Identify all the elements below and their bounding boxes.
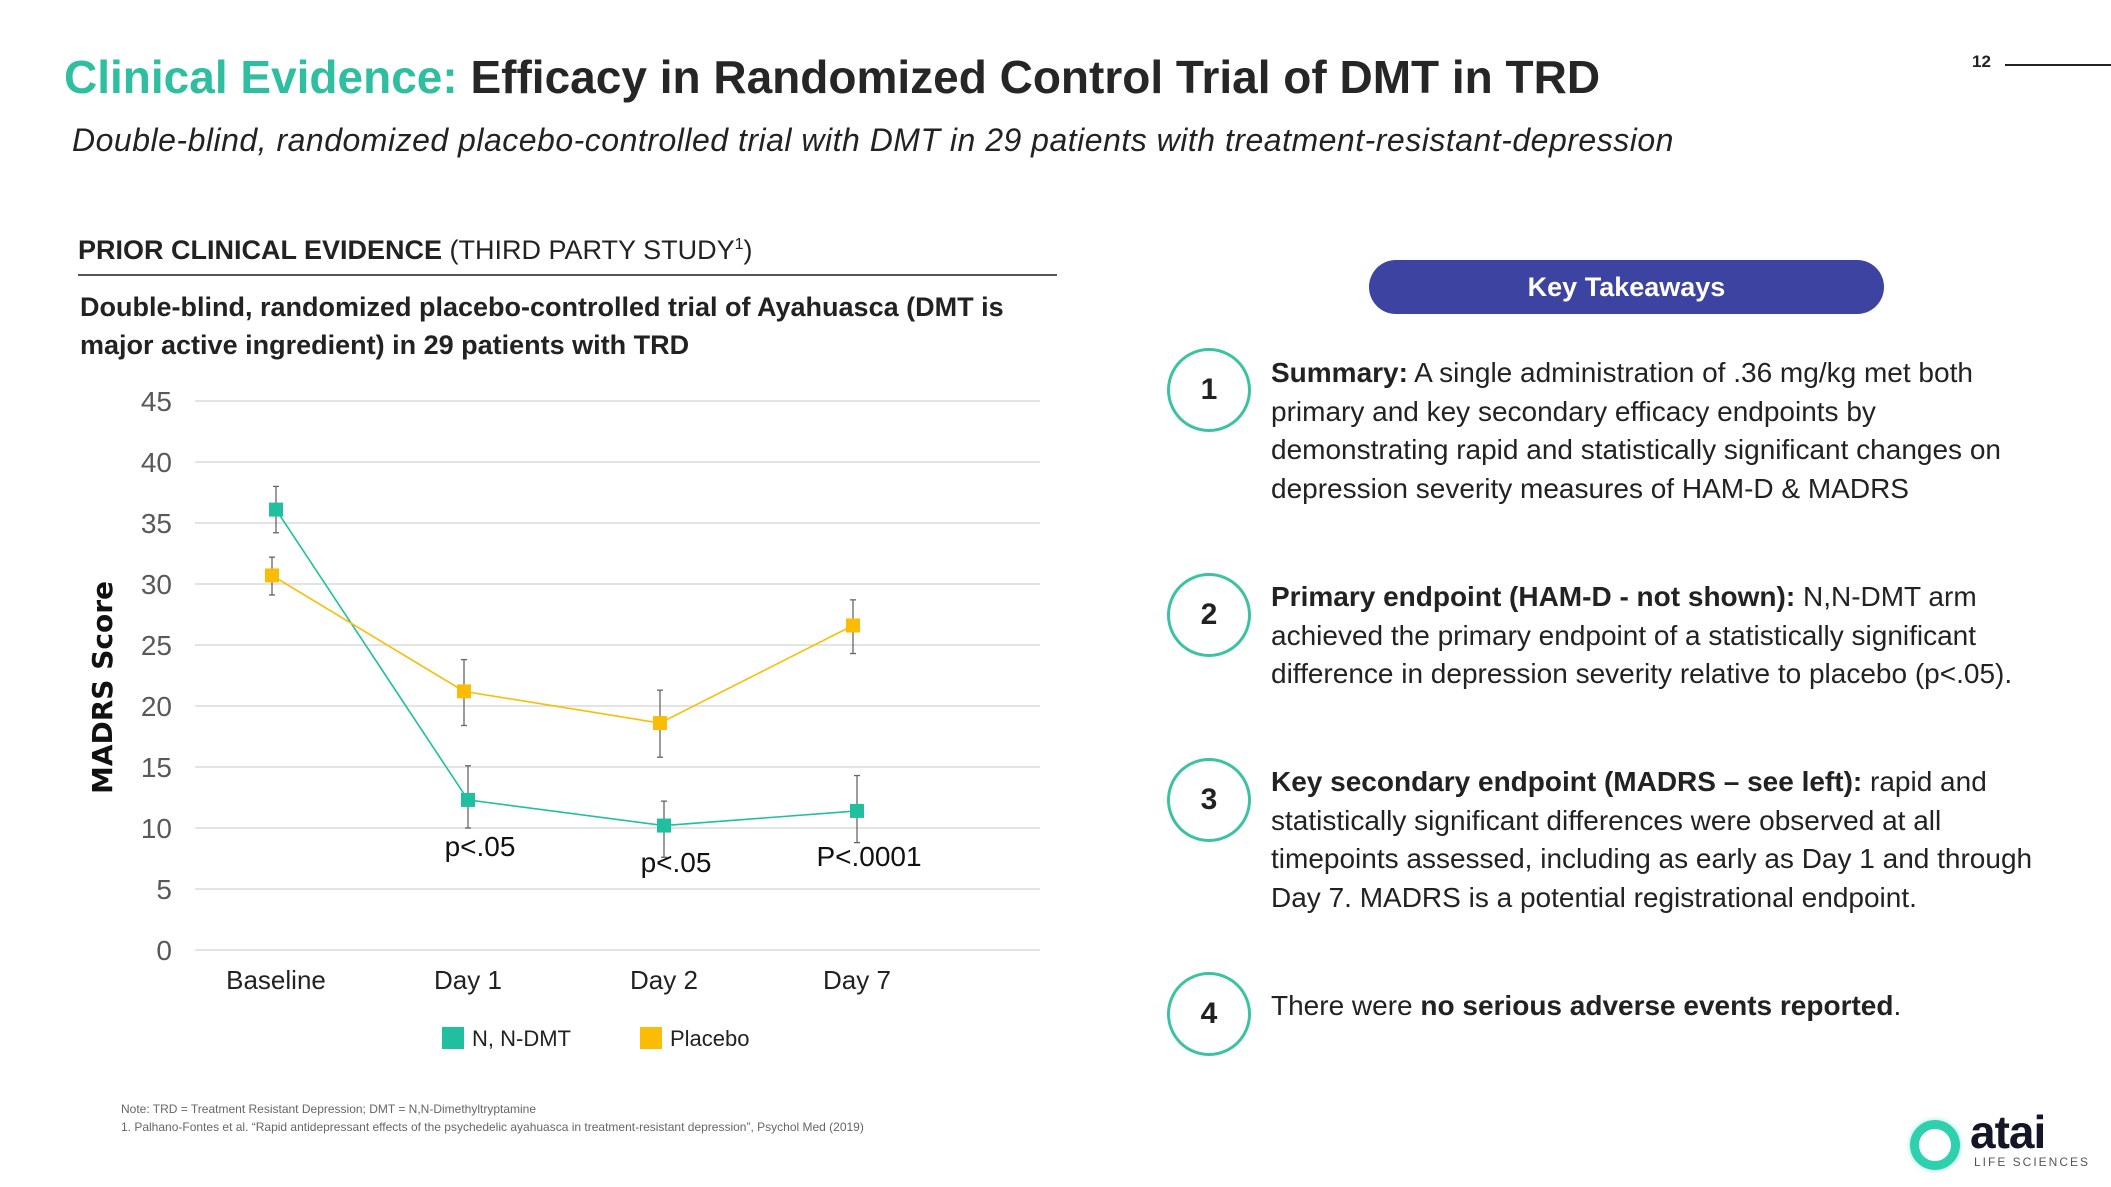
x-tick-label: Day 1 — [434, 965, 502, 995]
y-axis-label: MADRS Score — [86, 581, 119, 794]
x-tick-label: Day 2 — [630, 965, 698, 995]
data-point — [269, 502, 283, 517]
data-point — [653, 716, 667, 731]
series-line-N, N-DMT — [275, 509, 858, 827]
takeaway-4: There were no serious adverse events rep… — [1271, 990, 1902, 1021]
data-point — [265, 568, 279, 583]
data-point — [457, 684, 471, 699]
legend-swatch — [442, 1027, 464, 1049]
takeaway-number-1: 1 — [1167, 348, 1251, 432]
takeaway-number-3: 3 — [1167, 758, 1251, 842]
y-tick-label: 45 — [141, 386, 172, 417]
section-heading: PRIOR CLINICAL EVIDENCE (THIRD PARTY STU… — [78, 235, 753, 265]
atai-logo-ring-icon — [1910, 1120, 1960, 1170]
footnotes: Note: TRD = Treatment Resistant Depressi… — [121, 1100, 864, 1136]
legend-label: Placebo — [670, 1026, 750, 1051]
x-tick-label: Day 7 — [823, 965, 891, 995]
page-number: 12 — [1972, 52, 1991, 71]
atai-logo-wordmark: atai — [1970, 1106, 2046, 1158]
takeaway-3: Key secondary endpoint (MADRS – see left… — [1271, 766, 2033, 913]
y-tick-label: 35 — [141, 508, 172, 539]
page-title: Clinical Evidence: Efficacy in Randomize… — [64, 51, 1601, 103]
series-line-Placebo — [271, 574, 854, 724]
data-point — [657, 818, 671, 833]
legend-label: N, N-DMT — [472, 1026, 571, 1051]
takeaway-number-2: 2 — [1167, 573, 1251, 657]
legend-swatch — [640, 1027, 662, 1049]
footnote-note: Note: TRD = Treatment Resistant Depressi… — [121, 1102, 537, 1116]
p-value-annotation: p<.05 — [445, 831, 516, 862]
footnote-reference: 1. Palhano-Fontes et al. “Rapid antidepr… — [121, 1120, 864, 1134]
data-point — [850, 803, 864, 818]
y-tick-label: 30 — [141, 569, 172, 600]
takeaway-number-4: 4 — [1167, 972, 1251, 1056]
page-number-rule — [2005, 64, 2111, 66]
y-tick-label: 5 — [156, 874, 172, 905]
atai-logo-subtitle: LIFE SCIENCES — [1974, 1155, 2091, 1169]
x-tick-label: Baseline — [226, 965, 326, 995]
page-subtitle: Double-blind, randomized placebo-control… — [72, 122, 1674, 158]
data-point — [846, 618, 860, 633]
key-takeaways-header: Key Takeaways — [1369, 260, 1884, 314]
p-value-annotation: p<.05 — [641, 847, 712, 878]
y-tick-label: 0 — [156, 935, 172, 966]
y-tick-label: 20 — [141, 691, 172, 722]
y-tick-label: 25 — [141, 630, 172, 661]
y-tick-label: 40 — [141, 447, 172, 478]
y-tick-label: 15 — [141, 752, 172, 783]
takeaway-1: Summary: A single administration of .36 … — [1271, 357, 2001, 504]
takeaway-2: Primary endpoint (HAM-D - not shown): N,… — [1271, 581, 2013, 689]
section-divider — [78, 274, 1057, 276]
madrs-line-chart: 0 5 10 15 20 25 30 35 40 45 MADRS Score Baseline Day… — [86, 386, 1040, 1051]
study-description: Double-blind, randomized placebo-control… — [80, 292, 1004, 360]
data-point — [461, 792, 475, 807]
p-value-annotation: P<.0001 — [816, 841, 921, 872]
y-tick-label: 10 — [141, 813, 172, 844]
